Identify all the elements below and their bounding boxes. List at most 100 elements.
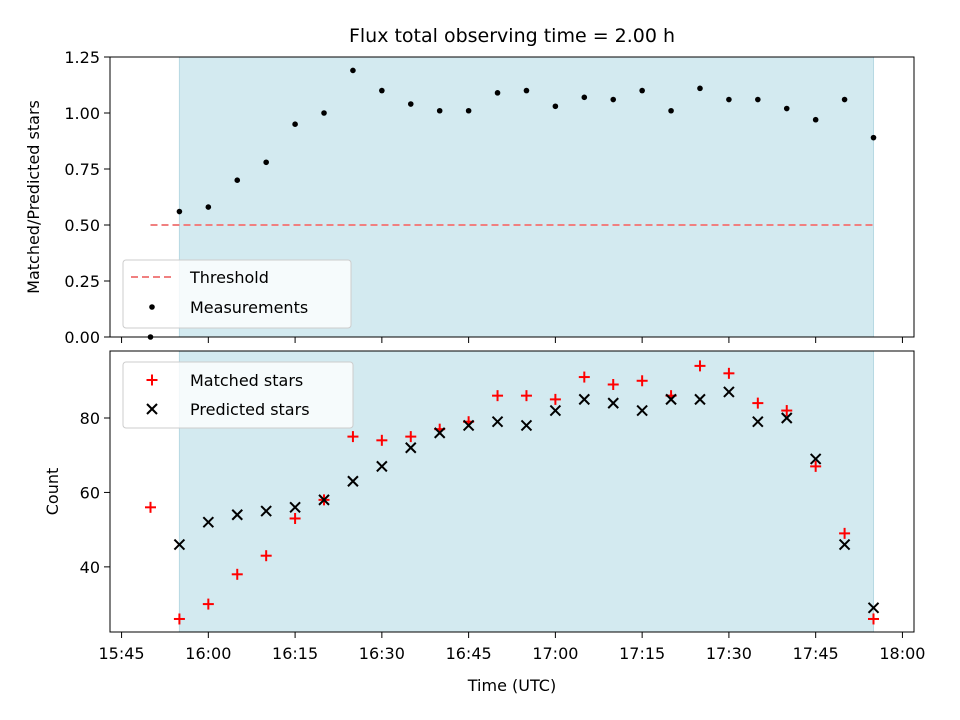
predicted-star-point <box>289 501 301 514</box>
measurement-point <box>610 96 617 103</box>
legend-measurement-label: Measurements <box>190 298 308 317</box>
matched-star-point <box>405 431 417 443</box>
y-tick-label: 60 <box>80 483 100 502</box>
x-tick-label: 17:00 <box>532 644 578 663</box>
y-tick-label: 0.00 <box>64 328 100 347</box>
predicted-star-point <box>520 419 533 432</box>
predicted-star-point <box>838 538 851 551</box>
ratio-plot-frame <box>109 56 915 338</box>
matched-star-point <box>347 431 359 443</box>
matched-star-point <box>492 390 504 402</box>
x-axis-label: Time (UTC) <box>467 676 556 695</box>
x-tick-label: 16:45 <box>446 644 492 663</box>
measurement-point <box>234 177 241 183</box>
measurement-point <box>755 96 761 103</box>
predicted-star-point <box>173 538 186 551</box>
measurement-point <box>436 107 443 114</box>
x-tick-label: 17:30 <box>706 644 752 663</box>
matched-star-point <box>723 367 735 379</box>
measurement-point <box>379 87 385 94</box>
measurement-point <box>465 107 472 114</box>
predicted-star-point <box>462 419 475 432</box>
count-plot-frame <box>109 350 915 633</box>
ratio-panel: 0.00 0.25 0.50 0.75 1.00 1.25 Flux total obse… <box>24 25 915 347</box>
measurement-point <box>726 96 732 103</box>
matched-star-point <box>636 375 648 387</box>
matched-star-point <box>868 613 880 625</box>
x-tick-label: 18:00 <box>879 644 925 663</box>
predicted-star-point <box>665 393 677 406</box>
x-tick-label: 16:15 <box>272 644 318 663</box>
count-legend: Matched stars Predicted stars <box>122 361 354 429</box>
measurement-point <box>321 110 327 116</box>
matched-star-point <box>810 460 822 472</box>
measurement-point <box>697 85 703 92</box>
x-tick-label: 16:30 <box>359 644 405 663</box>
matched-star-point <box>231 568 243 580</box>
predicted-star-point <box>694 393 706 406</box>
predicted-star-point <box>809 453 822 465</box>
predicted-star-point <box>752 416 764 428</box>
x-tick-label: 17:45 <box>793 644 839 663</box>
count-y-axis-label: Count <box>43 468 62 516</box>
measurement-point <box>494 90 501 96</box>
y-tick-label: 0.25 <box>64 272 100 291</box>
legend-measurement-swatch <box>149 304 155 310</box>
predicted-star-point <box>231 509 243 521</box>
matched-star-point <box>376 434 388 446</box>
measurement-point <box>668 107 674 114</box>
legend-box <box>122 259 352 329</box>
predicted-star-point <box>867 602 880 614</box>
measurement-point <box>292 121 298 127</box>
measurement-point <box>783 105 790 112</box>
matched-star-point <box>839 527 851 539</box>
measurement-point <box>523 87 530 94</box>
count-panel: 40 60 80 15:45 16:00 16:15 16:30 16:45 17:00 17:1… <box>43 350 925 695</box>
matched-star-point <box>549 393 561 405</box>
matched-star-point <box>578 371 590 383</box>
predicted-star-point <box>376 460 388 473</box>
matched-star-point <box>607 378 619 390</box>
measurement-point <box>581 94 588 101</box>
matched-star-point <box>520 390 532 402</box>
legend-matched-label: Matched stars <box>190 371 303 390</box>
y-tick-label: 1.25 <box>64 48 100 67</box>
y-tick-label: 0.50 <box>64 216 100 235</box>
matched-star-point <box>694 360 706 372</box>
measurement-point <box>552 103 559 110</box>
matched-star-point <box>781 405 793 417</box>
x-tick-label: 17:15 <box>619 644 665 663</box>
measurement-point <box>639 87 645 94</box>
predicted-star-point <box>347 475 359 487</box>
predicted-star-point <box>781 412 793 424</box>
y-tick-label: 1.00 <box>64 104 100 123</box>
matched-star-point <box>202 598 214 610</box>
y-tick-label: 80 <box>80 409 100 428</box>
predicted-star-point <box>405 442 417 454</box>
predicted-star-point <box>260 505 272 517</box>
predicted-star-point <box>549 404 562 417</box>
measurement-point <box>176 208 183 215</box>
measurement-point <box>407 101 414 107</box>
measurement-point <box>205 204 212 210</box>
legend-box <box>122 361 354 429</box>
measurement-point <box>870 134 877 141</box>
predicted-star-point <box>202 516 215 528</box>
matched-star-point <box>260 550 272 562</box>
legend-matched-swatch <box>146 374 158 386</box>
matched-star-point <box>289 512 301 524</box>
matched-star-point <box>173 613 185 625</box>
chart-title: Flux total observing time = 2.00 h <box>349 25 675 47</box>
x-tick-label: 16:00 <box>185 644 231 663</box>
matched-star-point <box>752 397 764 409</box>
ratio-y-axis-label: Matched/Predicted stars <box>24 100 43 294</box>
measurement-point <box>812 116 819 123</box>
predicted-star-point <box>723 386 735 398</box>
y-tick-label: 40 <box>80 558 100 577</box>
predicted-star-point <box>636 404 648 417</box>
measurement-point <box>263 159 269 166</box>
x-tick-label: 15:45 <box>99 644 145 663</box>
predicted-star-point <box>318 494 330 506</box>
legend-predicted-swatch <box>146 403 158 415</box>
